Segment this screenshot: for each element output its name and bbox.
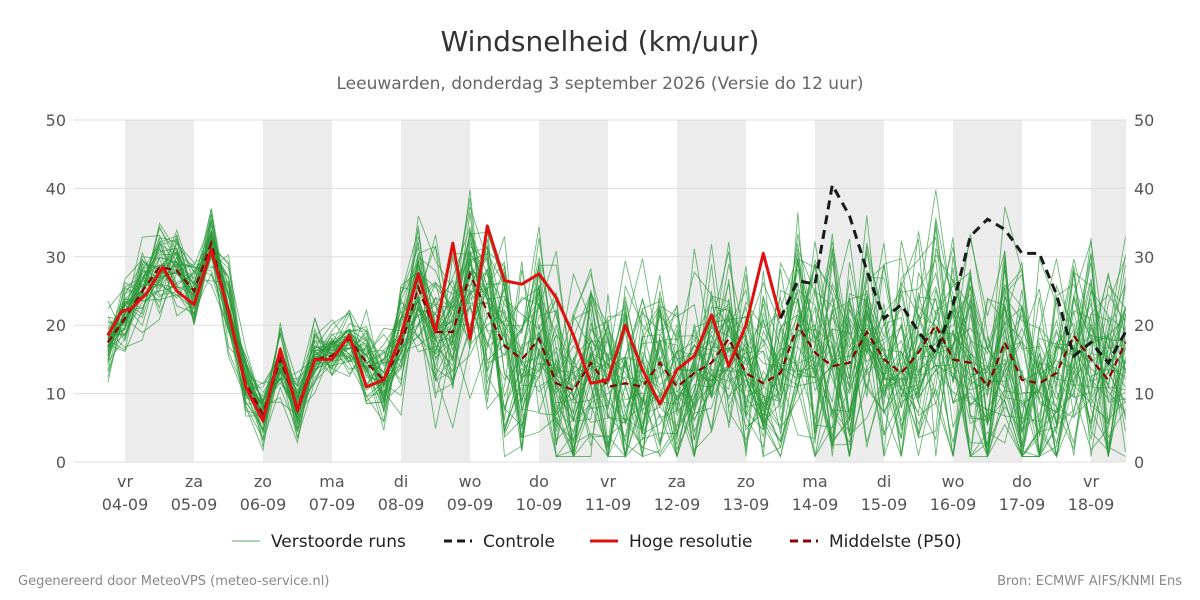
x-tick-day: wo (459, 472, 482, 491)
y-tick-label: 10 (1134, 385, 1154, 404)
x-tick-date: 10-09 (516, 495, 563, 514)
x-tick-day: vr (117, 472, 133, 491)
y-tick-label: 20 (1134, 316, 1154, 335)
legend-label-hoge_resolutie: Hoge resolutie (629, 532, 753, 552)
x-tick-date: 16-09 (930, 495, 977, 514)
y-tick-label: 20 (46, 316, 66, 335)
x-tick-date: 08-09 (378, 495, 425, 514)
x-tick-date: 14-09 (792, 495, 839, 514)
y-tick-label: 30 (46, 248, 66, 267)
hoge-resolutie-series (106, 224, 782, 423)
y-tick-label: 30 (1134, 248, 1154, 267)
y-tick-label: 0 (1134, 453, 1144, 472)
x-tick-day: di (877, 472, 892, 491)
y-tick-label: 50 (46, 111, 66, 130)
x-tick-day: vr (1083, 472, 1099, 491)
y-axis-right: 0 10 20 30 40 50 (1134, 111, 1154, 472)
day-shading (125, 120, 1126, 462)
x-tick-date: 11-09 (585, 495, 632, 514)
x-tick-date: 09-09 (447, 495, 494, 514)
x-tick-day: do (529, 472, 549, 491)
y-tick-label: 0 (56, 453, 66, 472)
footer-source: Bron: ECMWF AIFS/KNMI Ens (997, 574, 1182, 589)
controle-series (779, 180, 1127, 366)
x-tick-day: wo (942, 472, 965, 491)
y-tick-label: 10 (46, 385, 66, 404)
y-tick-label: 50 (1134, 111, 1154, 130)
x-tick-date: 05-09 (171, 495, 218, 514)
x-tick-day: ma (319, 472, 344, 491)
x-tick-day: ma (802, 472, 827, 491)
x-tick-day: za (668, 472, 686, 491)
footer-generated-by: Gegenereerd door MeteoVPS (meteo-service… (18, 574, 329, 589)
ensemble-member-line (107, 238, 1126, 458)
x-tick-day: zo (254, 472, 272, 491)
y-tick-label: 40 (1134, 179, 1154, 198)
x-tick-date: 06-09 (240, 495, 287, 514)
x-tick-date: 15-09 (861, 495, 908, 514)
chart-title: Windsnelheid (km/uur) (441, 25, 760, 58)
legend-label-ensemble: Verstoorde runs (271, 532, 406, 552)
x-tick-date: 07-09 (309, 495, 356, 514)
chart-subtitle: Leeuwarden, donderdag 3 september 2026 (… (337, 74, 864, 94)
day-shade-band (1091, 120, 1126, 462)
x-axis: vr 04-09 za 05-09 zo 06-09 ma 07-09 di 08-09 wo 09-… (102, 472, 1115, 514)
controle-line (779, 180, 1127, 366)
x-tick-day: za (185, 472, 203, 491)
p50-series (106, 239, 1127, 417)
x-tick-date: 18-09 (1068, 495, 1115, 514)
x-tick-day: di (394, 472, 409, 491)
x-tick-date: 12-09 (654, 495, 701, 514)
legend-label-p50: Middelste (P50) (829, 532, 962, 552)
ensemble-member-line (107, 230, 1126, 457)
x-tick-date: 04-09 (102, 495, 149, 514)
hoge-resolutie-line (106, 224, 782, 423)
x-tick-date: 13-09 (723, 495, 770, 514)
x-tick-day: do (1012, 472, 1032, 491)
y-axis-left: 0 10 20 30 40 50 (46, 111, 66, 472)
p50-line (106, 239, 1127, 417)
legend: Verstoorde runs Controle Hoge resolutie Mid… (232, 532, 962, 552)
y-tick-label: 40 (46, 179, 66, 198)
x-tick-day: zo (737, 472, 755, 491)
legend-label-controle: Controle (483, 532, 555, 552)
ensemble-member-line (107, 189, 1126, 457)
x-tick-date: 17-09 (999, 495, 1046, 514)
x-tick-day: vr (600, 472, 616, 491)
